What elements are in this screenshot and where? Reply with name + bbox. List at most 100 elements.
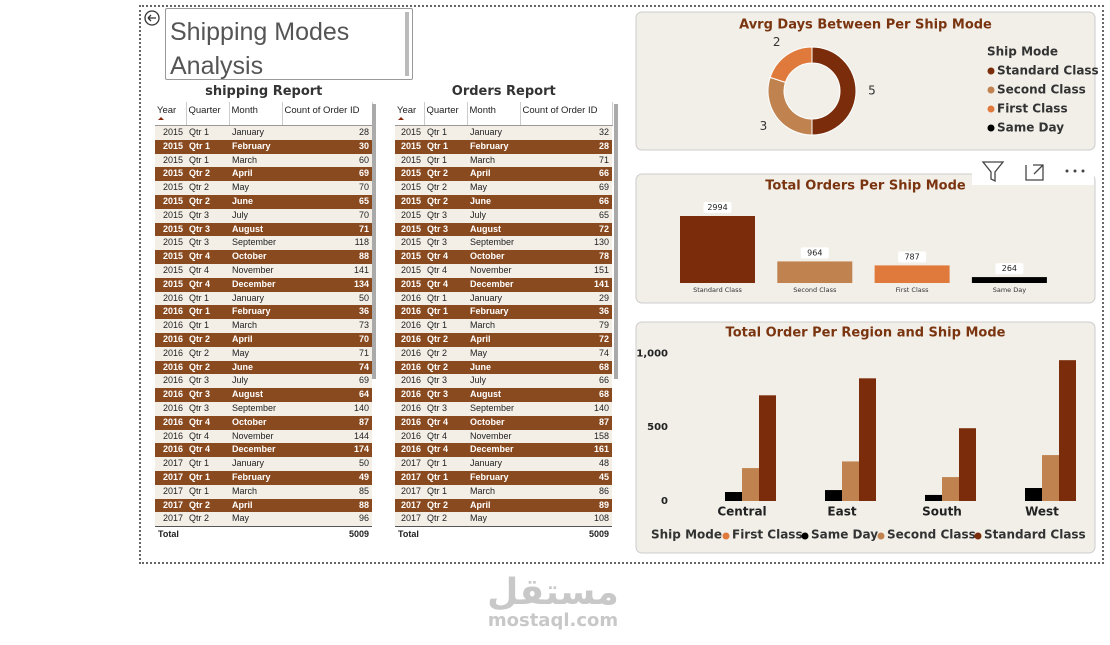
cell: September [467,236,520,251]
cell: 140 [520,401,612,416]
cell: July [467,208,520,223]
cell: 2016 [395,332,424,347]
column-header: Count of Order ID [282,102,373,126]
table-row: 2016 Qtr 2 June 74 [155,360,372,375]
visual-toolbar [972,157,1094,185]
cell: December [229,277,282,292]
cell: Qtr 1 [424,305,467,320]
cell: Qtr 1 [186,470,229,485]
bar [971,277,1047,283]
table-row: 2016 Qtr 2 April 72 [395,332,612,347]
focus-mode-icon[interactable] [1025,164,1044,181]
cell: 2016 [155,429,186,444]
page-title: Shipping Modes Analysis [170,18,350,80]
bar [1042,455,1059,501]
legend-title: Ship Mode [987,45,1058,59]
cell: April [467,167,520,182]
table-row: 2016 Qtr 3 September 140 [155,401,372,416]
cell: 2015 [395,125,424,140]
x-tick-label: Same Day [993,286,1026,294]
cell: 79 [520,319,612,333]
cell: August [229,222,282,237]
x-tick-label: Second Class [793,286,837,294]
scrollbar[interactable] [372,104,376,379]
cell: February [467,139,520,154]
cell: January [229,125,282,140]
cell: 2015 [395,222,424,237]
cell: December [467,277,520,292]
cell: 141 [520,277,612,292]
table-row: 2015 Qtr 3 July 65 [395,208,612,223]
cell: Qtr 2 [186,194,229,209]
cell: Qtr 1 [424,319,467,333]
cell: July [229,208,282,223]
table-row: 2017 Qtr 1 March 86 [395,484,612,499]
cell: 2016 [155,319,186,333]
table-row: 2015 Qtr 4 November 141 [155,263,372,278]
cell: 65 [520,208,612,223]
filter-icon[interactable] [981,161,1005,183]
table-row: 2016 Qtr 3 July 69 [155,374,372,389]
header-row: Year Quarter Month Count of Order ID [395,102,613,126]
cell: Qtr 1 [424,470,467,485]
more-options-icon[interactable] [1065,169,1085,173]
panel [635,11,1096,151]
cell: August [467,388,520,402]
table-row: 2016 Qtr 3 September 140 [395,401,612,416]
cell: 2016 [155,415,186,430]
data-label: 264 [1002,264,1017,273]
total-value: 5009 [520,526,612,544]
back-button[interactable] [144,10,160,26]
y-tick-label: 0 [661,496,668,507]
x-tick-label: Central [717,505,766,519]
watermark-site: mostaql.com [487,610,619,631]
cell: 64 [282,388,372,402]
cell: 2016 [395,360,424,375]
scrollbar[interactable] [614,104,618,379]
cell [467,526,520,544]
watermark-logo: مستقل [487,572,619,613]
cell: 48 [520,457,612,471]
data-label: 2 [773,35,781,49]
cell: Qtr 1 [186,484,229,499]
cell: 2015 [155,250,186,264]
table-row: 2016 Qtr 4 November 158 [395,429,612,444]
cell: 2015 [395,236,424,251]
donut-slice [769,46,813,83]
table-title: Orders Report [451,84,556,99]
cell: Qtr 3 [186,222,229,237]
table-row: 2016 Qtr 4 November 144 [155,429,372,444]
cell: 2015 [155,222,186,237]
cell: Qtr 4 [424,415,467,430]
cell: Qtr 1 [424,484,467,499]
cell: 144 [282,429,372,444]
table-row: 2015 Qtr 1 March 71 [395,153,612,168]
cell: 85 [282,484,372,499]
cell: May [229,181,282,195]
column-header: Month [229,102,283,126]
table-row: 2017 Qtr 2 April 89 [395,498,612,513]
cell: Qtr 3 [186,374,229,389]
table-row: 2017 Qtr 1 February 45 [395,470,612,485]
x-tick-label: East [827,505,856,519]
cell: 2015 [395,153,424,168]
column-header: Quarter [424,102,468,126]
cell: Qtr 4 [186,250,229,264]
table-row: 2016 Qtr 1 March 79 [395,319,612,333]
total-label: Total [155,526,186,544]
bar [777,261,853,283]
column-header: Count of Order ID [520,102,613,126]
total-label: Total [395,526,424,544]
table-row: 2015 Qtr 1 January 28 [155,125,372,140]
cell: August [467,222,520,237]
cell: 73 [282,319,372,333]
cell: Qtr 3 [424,208,467,223]
table-row: 2016 Qtr 3 July 66 [395,374,612,389]
x-tick-label: South [922,505,962,519]
table-row: 2015 Qtr 1 February 28 [395,139,612,154]
cell: April [229,167,282,182]
table: Orders Report Year Quarter Month Count of Or… [395,82,613,544]
cell: 60 [282,153,372,168]
scrollbar [405,12,409,76]
cell: 2016 [395,291,424,306]
